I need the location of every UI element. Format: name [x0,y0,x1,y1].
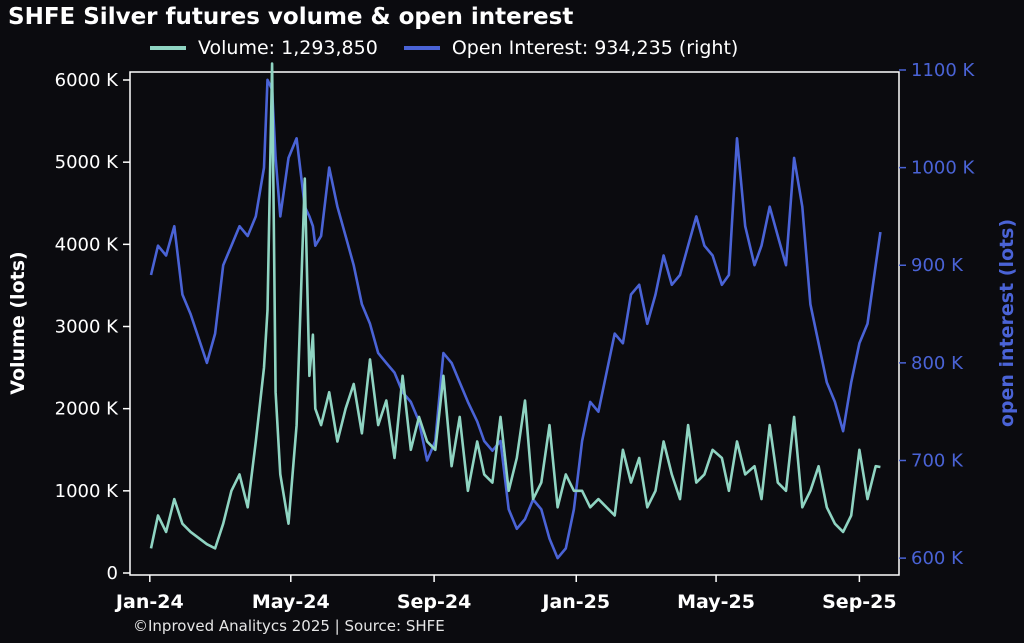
legend-swatch-volume [150,46,186,50]
y-left-tick-label: 1000 K [55,481,120,502]
x-tick-label: Jan-25 [540,591,610,613]
x-tick-label: Jan-24 [114,591,184,613]
y-right-tick-label: 600 K [911,548,964,569]
chart-legend: Volume: 1,293,850 Open Interest: 934,235… [150,37,738,59]
x-axis: Jan-24 May-24 Sep-24 Jan-25 May-25 Sep-25 [114,575,897,613]
x-tick-label: May-24 [252,591,330,613]
y-axis-right: 600 K 700 K 800 K 900 K 1000 K 1100 K [899,60,976,569]
series-layer [149,62,882,560]
x-tick-label: Sep-25 [822,591,897,613]
chart-title: SHFE Silver futures volume & open intere… [8,4,574,30]
source-note: ©Inproved Analitycs 2025 | Source: SHFE [133,617,445,635]
legend-item-volume: Volume: 1,293,850 [150,37,378,59]
legend-swatch-open-interest [403,46,440,50]
legend-label-open-interest: Open Interest: 934,235 (right) [451,37,739,59]
y-left-tick-label: 0 [107,563,118,584]
y-left-tick-label: 3000 K [55,317,120,338]
legend-label-volume: Volume: 1,293,850 [198,37,378,59]
open-interest-series-line [149,78,882,560]
y-left-tick-label: 4000 K [55,234,120,255]
y-right-tick-label: 1000 K [911,158,976,179]
y-right-tick-label: 800 K [911,353,964,374]
y-right-tick-label: 900 K [911,255,964,276]
y-right-tick-label: 700 K [911,450,964,471]
y-left-tick-label: 2000 K [55,399,120,420]
plot-frame [129,71,900,576]
y-axis-right-label: open interest (lots) [996,219,1018,427]
volume-series-line [149,62,881,550]
y-left-tick-label: 6000 K [55,70,120,91]
y-axis-left: 0 1000 K 2000 K 3000 K 4000 K 5000 K 6000 K [55,70,130,584]
y-right-tick-label: 1100 K [911,60,976,81]
x-tick-label: May-25 [677,591,755,613]
y-left-tick-label: 5000 K [55,152,120,173]
legend-item-open-interest: Open Interest: 934,235 (right) [403,37,739,59]
x-tick-label: Sep-24 [397,591,472,613]
y-axis-left-label: Volume (lots) [7,251,29,394]
